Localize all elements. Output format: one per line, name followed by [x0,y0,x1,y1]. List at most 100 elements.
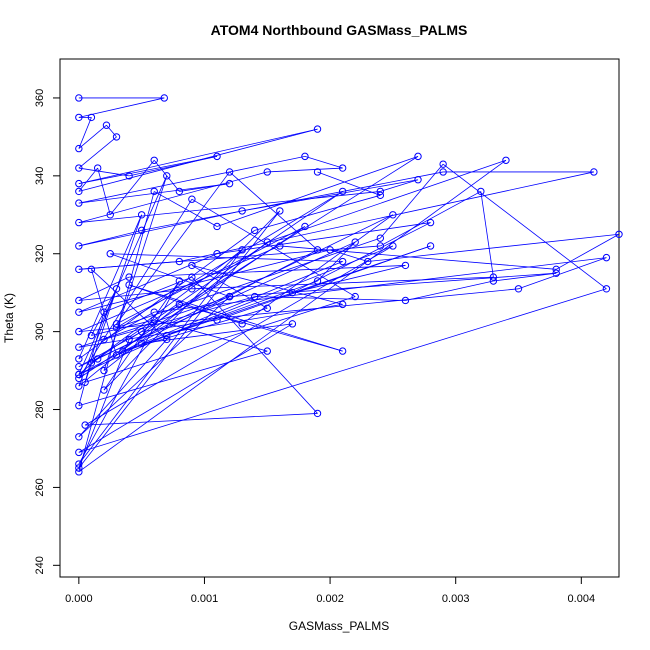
series-segment [442,163,607,290]
data-point [225,168,234,176]
data-point [213,316,221,324]
y-tick-label: 340 [34,167,46,185]
series-segment [103,210,281,391]
data-point [175,187,184,196]
series-segment [78,183,230,204]
data-point [100,366,108,375]
data-point [225,292,234,301]
data-point [125,172,133,180]
data-point [112,320,121,328]
series-segment [97,167,111,215]
data-point [75,199,83,207]
data-point [439,168,447,176]
data-point [414,176,422,184]
y-tick-label: 260 [34,478,46,496]
data-point [106,250,114,258]
series-segment [191,198,356,297]
data-point [426,218,435,227]
data-point [75,179,83,188]
series-segment [103,175,168,371]
data-point [251,226,259,235]
series-segment [106,124,117,138]
series-segment [267,167,343,173]
data-point [338,300,347,309]
y-tick-label: 320 [34,245,46,263]
data-point [225,179,234,188]
data-point [489,277,498,285]
data-point [93,355,102,363]
series-segment [78,136,117,169]
data-point [313,168,322,176]
data-point [552,265,560,274]
y-tick-label: 360 [34,89,46,107]
data-point [175,300,184,309]
data-point [102,121,111,129]
data-point [75,370,83,379]
series-lines [78,97,620,473]
data-point [188,273,196,281]
series-segment [116,171,230,325]
data-point [75,382,83,390]
series-segment [216,155,419,227]
data-point [188,285,196,293]
series-segment [78,288,607,453]
data-point [75,433,83,441]
data-point [414,152,422,161]
data-point [75,218,83,227]
data-point [263,238,271,246]
data-point [590,168,598,176]
series-segment [154,257,607,313]
series-segment [242,179,419,212]
data-point [338,187,347,196]
series-segment [191,265,268,309]
series-segment [78,230,255,360]
series-segment [78,296,230,438]
data-point [75,355,83,363]
data-point [75,401,83,410]
series-segment [78,191,381,223]
series-segment [380,179,419,192]
data-point [75,113,83,122]
data-point [439,160,447,168]
data-point [119,347,127,355]
series-segment [116,245,394,356]
series-segment [405,280,494,301]
data-point [615,230,623,238]
series-segment [110,253,230,297]
data-point [351,238,359,246]
series-segment [191,276,318,414]
series-segment [91,191,343,364]
chart-title: ATOM4 Northbound GASMass_PALMS [211,22,468,38]
data-point [288,288,297,297]
data-point [87,359,96,367]
series-segment [555,233,620,270]
data-point [75,362,83,371]
data-point [313,246,322,254]
series-segment [78,128,318,192]
series-segment [91,269,117,356]
data-point [276,242,284,250]
data-point [150,316,158,324]
series-segment [78,288,117,387]
data-point [401,261,410,270]
data-point [602,253,611,262]
series-segment [78,249,331,313]
data-point [125,281,133,289]
data-point [75,308,83,316]
data-point [313,125,322,133]
series-segment [292,222,431,294]
data-point [188,195,196,203]
data-point [238,320,246,328]
series-segment [78,276,130,301]
data-point [75,327,83,336]
data-point [75,187,83,196]
series-segment [78,171,268,223]
series-segment [78,210,243,247]
series-segment [166,245,431,336]
data-point [112,133,121,141]
data-point [75,94,83,102]
data-point [175,277,184,285]
data-point [602,285,611,293]
series-segment [493,272,557,282]
data-point [137,211,146,219]
